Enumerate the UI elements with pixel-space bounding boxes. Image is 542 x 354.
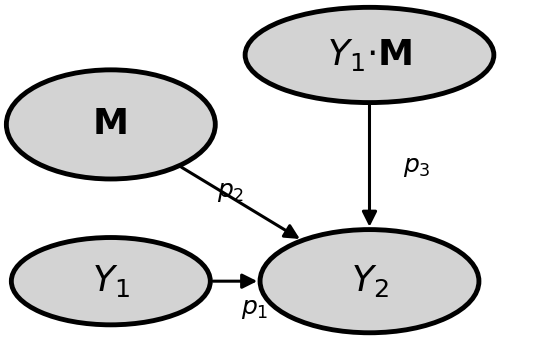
Text: $Y_1$$\cdot$M: $Y_1$$\cdot$M	[327, 37, 412, 73]
Ellipse shape	[260, 230, 479, 333]
Ellipse shape	[7, 70, 215, 179]
Text: M: M	[93, 107, 129, 141]
Text: $p_3$: $p_3$	[403, 155, 431, 179]
Ellipse shape	[245, 7, 494, 103]
Ellipse shape	[11, 238, 210, 325]
Text: $Y_2$: $Y_2$	[351, 263, 388, 299]
Text: $p_2$: $p_2$	[217, 180, 244, 204]
Text: $Y_1$: $Y_1$	[92, 263, 130, 299]
Text: $p_1$: $p_1$	[241, 297, 269, 321]
